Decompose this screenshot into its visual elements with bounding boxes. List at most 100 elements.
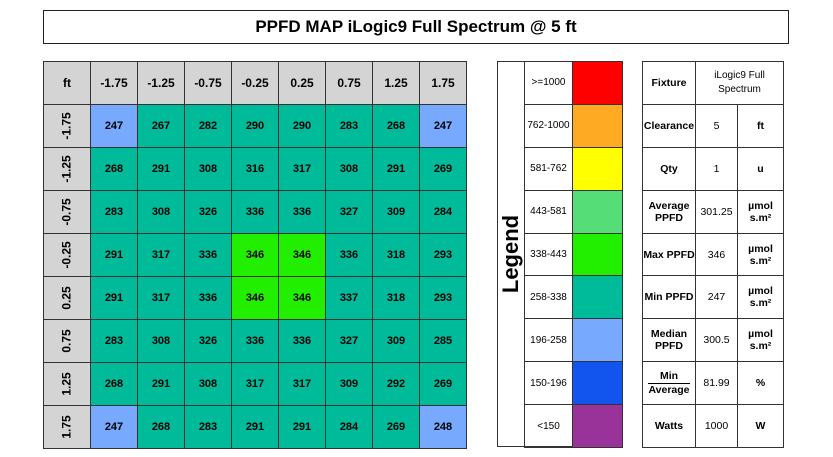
heatmap-cell: 290 — [278, 104, 326, 148]
info-key: Max PPFD — [642, 232, 696, 277]
heatmap-cell: 283 — [184, 405, 232, 449]
heatmap-cell: 293 — [419, 276, 467, 320]
heatmap-cell: 337 — [325, 276, 373, 320]
x-tick-label: -1.75 — [90, 61, 138, 105]
ppfd-heatmap: ft -1.75 -1.25 -0.75 -0.25 0.25 0.75 1.25 1.75 -1… — [43, 61, 467, 449]
heatmap-cell: 308 — [137, 190, 185, 234]
heatmap-row: -1.25 268 291 308 316 317 308 291 269 — [43, 147, 467, 191]
heatmap-row: 0.75 283 308 326 336 336 327 309 285 — [43, 319, 467, 363]
y-tick-cell: -0.25 — [43, 233, 91, 277]
heatmap-cell: 291 — [372, 147, 420, 191]
info-unit: µmol s.m² — [737, 275, 784, 320]
info-key: Median PPFD — [642, 318, 696, 363]
x-tick-label: -1.25 — [137, 61, 185, 105]
heatmap-cell: 309 — [325, 362, 373, 406]
heatmap-cell: 326 — [184, 319, 232, 363]
x-tick-label: 0.75 — [325, 61, 373, 105]
y-tick-label: 0.75 — [59, 329, 74, 353]
legend-swatch — [572, 189, 623, 234]
heatmap-cell: 346 — [278, 276, 326, 320]
heatmap-cell: 317 — [278, 362, 326, 406]
legend-swatch — [572, 275, 623, 320]
legend-table: >=1000 762-1000 581-762 443-581 338-443 258-3… — [524, 61, 623, 449]
legend-title: Legend — [498, 214, 524, 294]
heatmap-cell: 318 — [372, 233, 420, 277]
legend-entry: 196-258 — [524, 318, 623, 363]
info-row: Min Average 81.99% — [642, 361, 784, 406]
heatmap-cell: 346 — [278, 233, 326, 277]
legend-range-label: <150 — [524, 404, 573, 449]
heatmap-cell: 336 — [184, 276, 232, 320]
info-unit: ft — [737, 103, 784, 148]
heatmap-row: -0.75 283 308 326 336 336 327 309 284 — [43, 190, 467, 234]
heatmap-row: 0.25 291 317 336 346 346 337 318 293 — [43, 276, 467, 320]
info-row: Median PPFD 300.5 µmol s.m² — [642, 318, 784, 363]
legend-swatch — [572, 361, 623, 406]
heatmap-cell: 291 — [231, 405, 279, 449]
info-unit: % — [737, 361, 784, 406]
x-tick-label: -0.75 — [184, 61, 232, 105]
info-key: Min PPFD — [642, 275, 696, 320]
info-value: 5 — [695, 103, 738, 148]
heatmap-cell: 284 — [325, 405, 373, 449]
heatmap-cell: 293 — [419, 233, 467, 277]
info-key: Watts — [642, 404, 696, 449]
info-value: 1000 — [695, 404, 738, 449]
heatmap-cell: 268 — [137, 405, 185, 449]
heatmap-cell: 327 — [325, 319, 373, 363]
heatmap-cell: 283 — [325, 104, 373, 148]
y-tick-label: -1.25 — [59, 155, 74, 183]
info-unit: µmol s.m² — [737, 318, 784, 363]
heatmap-cell: 268 — [372, 104, 420, 148]
info-unit: W — [737, 404, 784, 449]
heatmap-row: -1.75 247 267 282 290 290 283 268 247 — [43, 104, 467, 148]
info-row: Min PPFD 247 µmol s.m² — [642, 275, 784, 320]
legend-range-label: 443-581 — [524, 189, 573, 234]
info-key: Qty — [642, 146, 696, 191]
legend-entry: 581-762 — [524, 146, 623, 191]
x-tick-label: 0.25 — [278, 61, 326, 105]
heatmap-cell: 269 — [372, 405, 420, 449]
heatmap-cell: 308 — [184, 362, 232, 406]
heatmap-row: 1.75 247 268 283 291 291 284 269 248 — [43, 405, 467, 449]
info-value: 1 — [695, 146, 738, 191]
legend-entry: 258-338 — [524, 275, 623, 320]
heatmap-cell: 267 — [137, 104, 185, 148]
heatmap-cell: 292 — [372, 362, 420, 406]
heatmap-cell: 336 — [231, 319, 279, 363]
info-row: Clearance 5 ft — [642, 103, 784, 148]
y-tick-cell: 0.75 — [43, 319, 91, 363]
fixture-info-table: Fixture iLogic9 Full Spectrum Clearance 5 ft… — [642, 61, 784, 449]
heatmap-cell: 291 — [137, 362, 185, 406]
info-key-denominator: Average — [648, 383, 690, 396]
heatmap-cell: 291 — [90, 233, 138, 277]
heatmap-cell: 336 — [278, 319, 326, 363]
heatmap-cell: 346 — [231, 276, 279, 320]
legend-entry: >=1000 — [524, 61, 623, 105]
heatmap-cell: 291 — [137, 147, 185, 191]
chart-title: PPFD MAP iLogic9 Full Spectrum @ 5 ft — [43, 10, 789, 44]
heatmap-row: -0.25 291 317 336 346 346 336 318 293 — [43, 233, 467, 277]
legend-range-label: 196-258 — [524, 318, 573, 363]
legend-range-label: 762-1000 — [524, 103, 573, 148]
x-tick-label: -0.25 — [231, 61, 279, 105]
heatmap-cell: 336 — [231, 190, 279, 234]
heatmap-row: 1.25 268 291 308 317 317 309 292 269 — [43, 362, 467, 406]
heatmap-cell: 309 — [372, 190, 420, 234]
legend-range-label: 150-196 — [524, 361, 573, 406]
heatmap-header-row: ft -1.75 -1.25 -0.75 -0.25 0.25 0.75 1.25 1.75 — [43, 61, 467, 105]
heatmap-cell: 283 — [90, 190, 138, 234]
info-value: 247 — [695, 275, 738, 320]
info-unit: µmol s.m² — [737, 189, 784, 234]
heatmap-cell: 346 — [231, 233, 279, 277]
info-row: Max PPFD 346 µmol s.m² — [642, 232, 784, 277]
heatmap-cell: 247 — [90, 104, 138, 148]
y-tick-label: 1.75 — [59, 415, 74, 439]
heatmap-cell: 247 — [90, 405, 138, 449]
legend-range-label: 258-338 — [524, 275, 573, 320]
y-tick-cell: -0.75 — [43, 190, 91, 234]
legend-range-label: >=1000 — [524, 61, 573, 105]
heatmap-cell: 309 — [372, 319, 420, 363]
legend-entry: 338-443 — [524, 232, 623, 277]
heatmap-cell: 317 — [231, 362, 279, 406]
